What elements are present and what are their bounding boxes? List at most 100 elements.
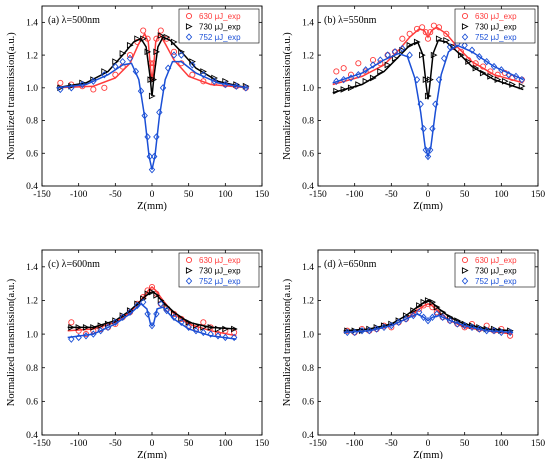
data-point (163, 306, 170, 315)
data-point (490, 62, 498, 71)
data-point (153, 292, 161, 299)
data-point (465, 58, 472, 65)
data-point (164, 64, 172, 72)
data-point (148, 92, 156, 100)
x-tick-label: 100 (218, 439, 233, 449)
data-point (435, 35, 443, 43)
data-point (189, 58, 196, 65)
data-point (200, 324, 207, 331)
data-point (126, 41, 134, 49)
data-point (422, 29, 429, 36)
y-tick-label: 0.4 (302, 182, 314, 192)
data-point (498, 66, 505, 74)
data-point (388, 324, 395, 331)
x-tick-label: -50 (385, 439, 398, 449)
y-tick-label: 0.8 (302, 117, 314, 127)
data-point (333, 87, 340, 95)
legend-entry: 730 μJ_exp (199, 267, 241, 276)
data-point (461, 324, 468, 331)
data-point (427, 146, 434, 154)
data-point (369, 74, 377, 82)
data-point (163, 33, 171, 41)
data-point (189, 71, 196, 78)
data-point (355, 60, 362, 67)
data-point (384, 51, 391, 59)
data-point (157, 27, 164, 34)
y-tick-label: 1.2 (26, 297, 38, 307)
legend-entry: 752 μJ_exp (475, 277, 517, 286)
data-point (429, 298, 437, 306)
data-point (159, 84, 167, 92)
data-point (144, 133, 151, 141)
fit-line (56, 36, 248, 97)
data-point (351, 328, 358, 337)
x-tick-label: -50 (109, 439, 122, 449)
data-point (380, 323, 388, 332)
legend-entry: 630 μJ_exp (199, 12, 241, 21)
data-point (476, 325, 483, 333)
data-point (144, 310, 151, 318)
data-point (384, 61, 392, 69)
y-tick-label: 0.4 (302, 431, 314, 441)
data-point (483, 57, 490, 66)
legend-box (178, 8, 260, 44)
legend-marker (185, 267, 193, 274)
x-tick-label: -50 (385, 190, 398, 200)
data-point (214, 325, 222, 333)
data-point (126, 308, 134, 316)
data-point (333, 77, 340, 85)
fit-line (332, 26, 524, 86)
data-point (90, 324, 97, 331)
data-point (366, 327, 373, 335)
data-point (333, 68, 340, 75)
data-point (416, 308, 423, 316)
data-point (446, 43, 454, 51)
data-point (512, 72, 520, 81)
data-point (410, 311, 417, 320)
plot-area (343, 297, 514, 339)
data-point (200, 319, 207, 326)
data-point (178, 48, 185, 56)
data-point (140, 295, 147, 303)
data-point (146, 152, 153, 161)
data-point (377, 68, 384, 75)
data-point (424, 35, 432, 42)
data-point (424, 152, 432, 161)
data-point (501, 77, 509, 85)
x-axis-label: Z(mm) (137, 450, 167, 459)
data-point (402, 315, 410, 323)
data-point (457, 51, 465, 59)
legend-entry: 730 μJ_exp (475, 23, 517, 32)
y-tick-label: 0.6 (302, 398, 314, 408)
data-point (57, 79, 64, 86)
data-point (340, 65, 347, 72)
x-tick-label: 150 (255, 439, 270, 449)
x-tick-label: 50 (184, 439, 194, 449)
chart-panel-3: -150 -100 -50 0 50 100 150 0.4 0.6 0.8 1.0 1.2 1.4 Z(… (6, 249, 270, 459)
data-point (435, 75, 443, 84)
x-tick-label: 50 (460, 190, 470, 200)
chart-panel-1: -150 -100 -50 0 50 100 150 0.4 0.6 0.8 1.0 1.2 1.4 Z(… (6, 5, 269, 212)
data-point (494, 76, 502, 83)
panel-label: (c) λ=600nm (48, 259, 100, 270)
x-axis-label: Z(mm) (413, 201, 443, 212)
data-point (439, 308, 447, 316)
data-point (410, 307, 417, 314)
x-tick-label: 0 (150, 439, 155, 449)
data-point (101, 84, 108, 91)
data-point (479, 63, 487, 70)
x-tick-label: 50 (460, 439, 470, 449)
x-tick-label: -100 (346, 190, 364, 200)
y-tick-label: 0.8 (26, 117, 38, 127)
data-point (440, 54, 448, 63)
fit-line (343, 299, 513, 332)
x-tick-label: 150 (531, 190, 546, 200)
data-point (192, 322, 200, 330)
data-point (211, 77, 218, 85)
data-point (140, 27, 147, 34)
data-point (420, 125, 427, 133)
data-point (170, 313, 178, 321)
data-point (170, 51, 178, 59)
data-point (358, 327, 366, 335)
